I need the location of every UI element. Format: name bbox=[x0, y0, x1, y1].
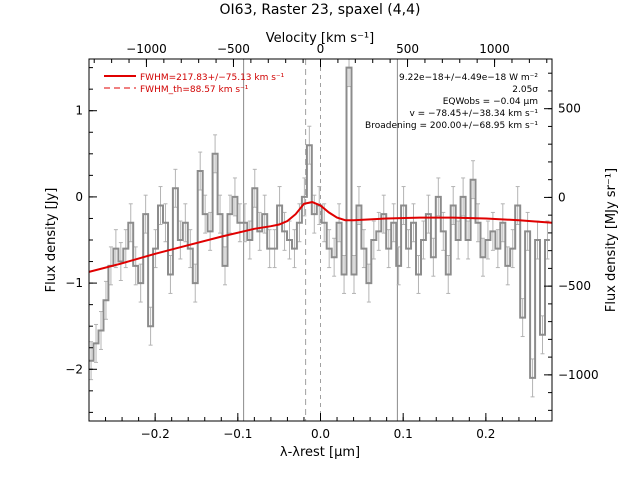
legend-label-fwhm: FWHM=217.83+/−75.13 km s⁻¹ bbox=[140, 73, 285, 83]
annotation-line-flux: 9.22e−18+/−4.49e−18 W m⁻² bbox=[399, 73, 538, 83]
right-axis-label: Flux density [MJy sr⁻¹] bbox=[604, 168, 619, 312]
y-tick-label: −1 bbox=[65, 276, 83, 290]
fit-curve-line bbox=[88, 201, 553, 273]
chart-title: OI63, Raster 23, spaxel (4,4) bbox=[220, 2, 421, 18]
y-tick-label: 1 bbox=[75, 104, 83, 118]
x-tick-label: −0.1 bbox=[223, 427, 252, 441]
top-x-tick-label: 0 bbox=[317, 42, 325, 56]
top-x-tick-label: −1000 bbox=[126, 42, 167, 56]
annotation-eqw: EQWobs = −0.04 μm bbox=[443, 97, 538, 107]
annotation-broadening: Broadening = 200.00+/−68.95 km s⁻¹ bbox=[365, 121, 538, 131]
plot-frame bbox=[88, 58, 553, 422]
chart-legend: FWHM=217.83+/−75.13 km s⁻¹ FWHM_th=88.57… bbox=[104, 73, 285, 95]
annotation-significance: 2.05σ bbox=[512, 85, 538, 95]
x-tick-label: 0.0 bbox=[311, 427, 330, 441]
annotation-velocity: v = −78.45+/−38.34 km s⁻¹ bbox=[409, 109, 538, 119]
x-tick-label: 0.1 bbox=[394, 427, 413, 441]
top-axis-label: Velocity [km s⁻¹] bbox=[266, 31, 374, 46]
y2-tick-label: 0 bbox=[558, 190, 566, 204]
top-x-tick-label: 500 bbox=[396, 42, 419, 56]
data-histogram-line bbox=[88, 66, 550, 379]
x-tick-label: −0.2 bbox=[141, 427, 170, 441]
y-axis-label: Flux density [Jy] bbox=[44, 188, 59, 293]
top-x-tick-label: 1000 bbox=[479, 42, 510, 56]
top-x-tick-label: −500 bbox=[217, 42, 250, 56]
fit-annotations: 9.22e−18+/−4.49e−18 W m⁻² 2.05σ EQWobs =… bbox=[365, 73, 538, 131]
legend-label-fwhm-th: FWHM_th=88.57 km s⁻¹ bbox=[140, 85, 249, 95]
x-tick-label: 0.2 bbox=[476, 427, 495, 441]
x-axis-label: λ-λrest [μm] bbox=[280, 445, 360, 460]
y2-tick-label: −500 bbox=[558, 279, 591, 293]
plot-area: −0.2 −0.1 0.0 0.1 0.2 −1000 −500 0 500 1000 −2 −1 0 1… bbox=[65, 42, 598, 441]
y2-tick-label: 500 bbox=[558, 102, 581, 116]
y-tick-label: 0 bbox=[75, 190, 83, 204]
y2-tick-label: −1000 bbox=[558, 368, 599, 382]
y-tick-label: −2 bbox=[65, 362, 83, 376]
